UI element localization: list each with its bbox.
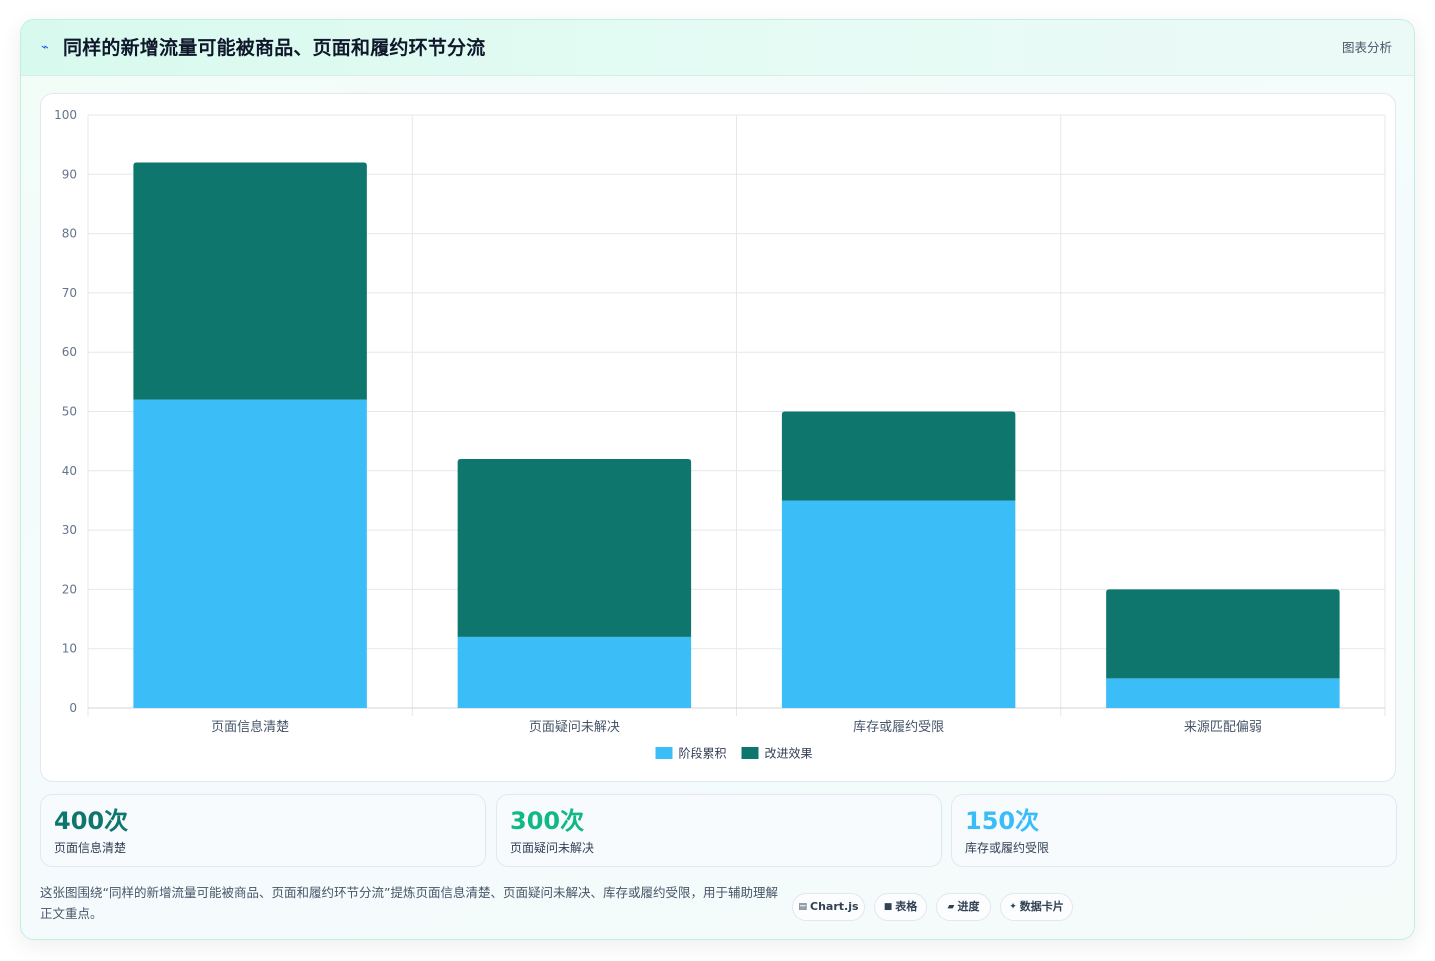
chip-label: Chart.js (810, 900, 859, 913)
chip-data-card[interactable]: ✦ 数据卡片 (1000, 893, 1073, 921)
stat-value: 400次 (54, 807, 129, 835)
y-tick-label: 100 (54, 108, 77, 122)
legend-swatch (655, 747, 673, 759)
bar-segment (781, 500, 1016, 708)
stat-value: 150次 (965, 807, 1040, 835)
bar-segment (1106, 678, 1340, 708)
chart-title: 同样的新增流量可能被商品、页面和履约环节分流 (63, 37, 486, 59)
bar-segment (457, 636, 692, 708)
stacked-bar-chart: 0 10 20 30 40 50 60 70 80 90 100 页面信息清楚 页面疑问未解决 库存或履约… (54, 108, 1386, 761)
chip-progress[interactable]: ▰ 进度 (936, 893, 991, 921)
stat-card: 300次 页面疑问未解决 (496, 794, 942, 867)
y-tick-label: 20 (62, 582, 77, 596)
y-tick-label: 90 (62, 167, 77, 181)
stat-value: 300次 (510, 807, 585, 835)
x-tick-label: 来源匹配偏弱 (1184, 720, 1262, 735)
y-tick-label: 80 (62, 227, 77, 241)
legend-swatch (741, 747, 759, 759)
bar-segment (133, 162, 367, 400)
chart-analysis-tag: 图表分析 (1341, 40, 1392, 55)
legend-label: 改进效果 (765, 746, 813, 761)
sparkle-icon: ✦ (1009, 902, 1017, 912)
x-tick-label: 页面信息清楚 (211, 719, 289, 735)
x-tick-label: 页面疑问未解决 (529, 719, 620, 735)
chip-label: 进度 (957, 900, 980, 913)
y-tick-label: 60 (62, 345, 77, 359)
stat-card: 150次 库存或履约受限 (951, 794, 1397, 867)
y-tick-label: 10 (62, 642, 77, 656)
y-tick-label: 30 (62, 523, 77, 537)
bar-segment (457, 458, 692, 637)
chart-card: ⌁ 同样的新增流量可能被商品、页面和履约环节分流 图表分析 0 10 20 30 40 5… (20, 19, 1415, 940)
stat-card: 400次 页面信息清楚 (40, 794, 486, 867)
card-header: ⌁ 同样的新增流量可能被商品、页面和履约环节分流 图表分析 (21, 20, 1414, 76)
y-tick-label: 40 (62, 464, 77, 478)
stat-label: 库存或履约受限 (965, 841, 1050, 855)
stat-label: 页面信息清楚 (54, 841, 127, 855)
chart-note: 这张图围绕“同样的新增流量可能被商品、页面和履约环节分流”提炼页面信息清楚、页面… (40, 885, 778, 921)
chart-icon: ▤ (798, 902, 807, 912)
legend-label: 阶段累积 (679, 746, 727, 761)
chip-chartjs[interactable]: ▤ Chart.js (792, 893, 865, 921)
bar-segment (1106, 589, 1340, 679)
y-tick-label: 50 (62, 405, 77, 419)
chip-label: 表格 (895, 900, 918, 913)
x-tick-label: 库存或履约受限 (853, 719, 944, 735)
bar-segment (781, 411, 1016, 501)
chip-label: 数据卡片 (1019, 900, 1064, 913)
progress-icon: ▰ (947, 902, 955, 912)
trend-icon: ⌁ (41, 40, 49, 55)
table-icon: ■ (883, 902, 893, 912)
chart-panel: 0 10 20 30 40 50 60 70 80 90 100 页面信息清楚 页面疑问未解决 库存或履约… (40, 93, 1396, 782)
y-tick-label: 70 (62, 286, 77, 300)
chip-table[interactable]: ■ 表格 (874, 893, 927, 921)
y-tick-label: 0 (69, 701, 77, 715)
bar-segment (133, 399, 367, 708)
stat-label: 页面疑问未解决 (510, 841, 595, 855)
